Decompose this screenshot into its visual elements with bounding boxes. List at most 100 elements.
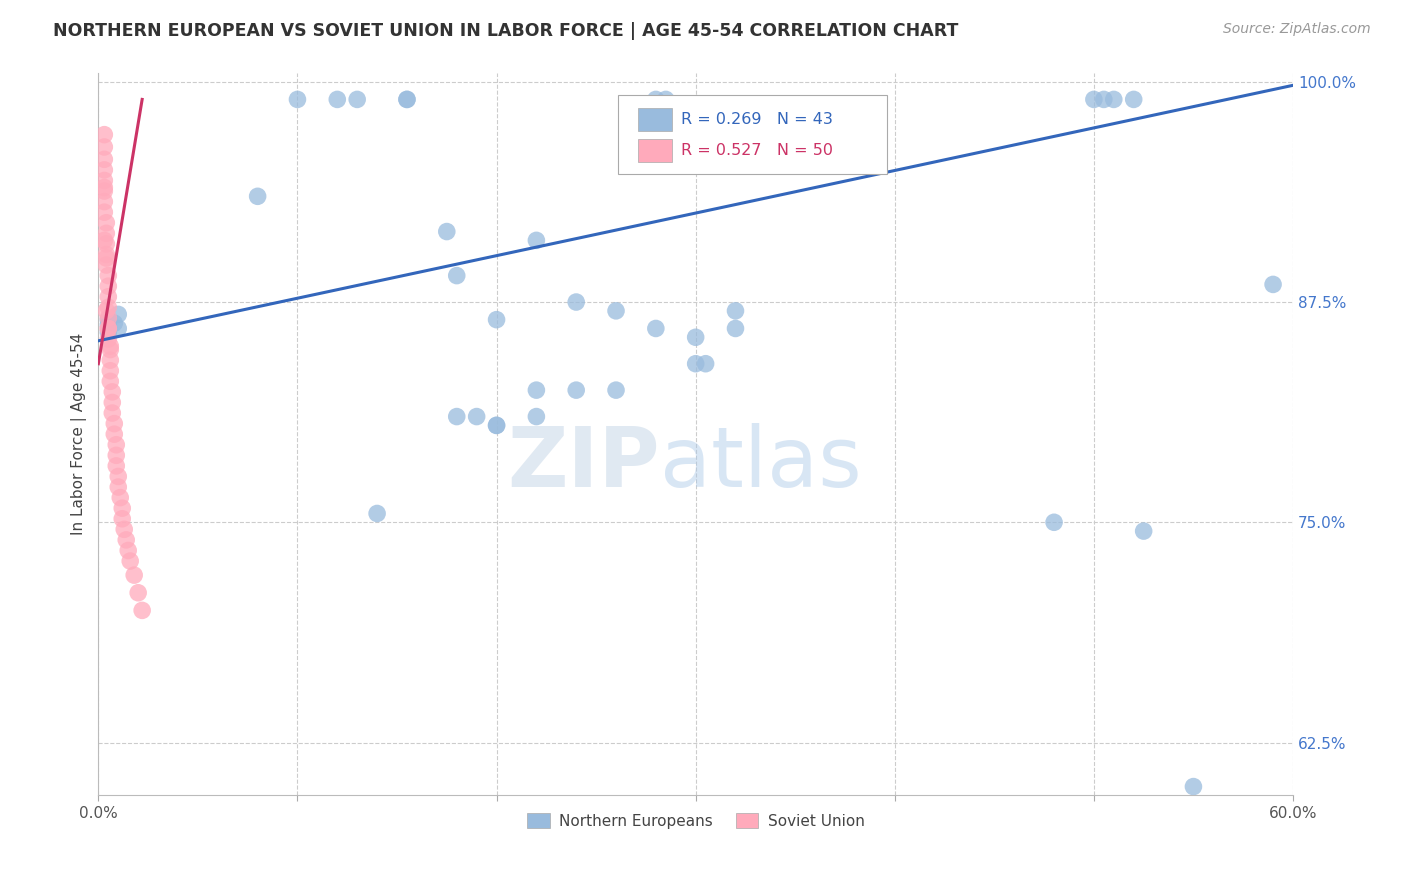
Y-axis label: In Labor Force | Age 45-54: In Labor Force | Age 45-54 [72, 333, 87, 535]
Point [1092, 92, 1115, 106]
Point [644, 92, 666, 106]
Point [655, 92, 678, 106]
Point [485, 418, 508, 433]
Bar [638, 139, 672, 161]
Point [685, 330, 707, 344]
Point [446, 268, 468, 283]
Point [101, 406, 124, 420]
Point [246, 189, 269, 203]
Point [98, 343, 121, 357]
Point [97, 321, 120, 335]
FancyBboxPatch shape [619, 95, 887, 174]
Bar [638, 108, 672, 131]
Point [326, 92, 349, 106]
Point [115, 533, 138, 547]
Point [131, 603, 153, 617]
Point [117, 543, 139, 558]
Point [120, 554, 142, 568]
Point [105, 438, 128, 452]
Point [605, 383, 627, 397]
Point [93, 194, 115, 209]
Point [98, 339, 121, 353]
Point [644, 321, 666, 335]
Point [97, 301, 120, 315]
Point [103, 417, 125, 431]
Point [1102, 92, 1125, 106]
Point [93, 180, 115, 194]
Point [105, 448, 128, 462]
Point [724, 303, 747, 318]
Point [97, 318, 120, 332]
Point [93, 162, 115, 177]
Point [107, 469, 129, 483]
Point [98, 364, 121, 378]
Point [97, 290, 120, 304]
Point [465, 409, 488, 424]
Point [127, 586, 149, 600]
Point [111, 501, 134, 516]
Point [93, 173, 115, 187]
Point [605, 303, 627, 318]
Point [97, 325, 120, 339]
Point [105, 458, 128, 473]
Point [524, 409, 547, 424]
Legend: Northern Europeans, Soviet Union: Northern Europeans, Soviet Union [520, 807, 870, 835]
Point [97, 279, 120, 293]
Point [101, 384, 124, 399]
Text: R = 0.269   N = 43: R = 0.269 N = 43 [682, 112, 834, 127]
Point [565, 383, 588, 397]
Text: ZIP: ZIP [508, 423, 659, 504]
Point [93, 140, 115, 154]
Point [287, 92, 309, 106]
Point [565, 295, 588, 310]
Point [1182, 780, 1205, 794]
Point [724, 321, 747, 335]
Point [346, 92, 368, 106]
Point [524, 233, 547, 247]
Point [96, 258, 118, 272]
Point [685, 357, 707, 371]
Point [93, 128, 115, 142]
Point [395, 92, 418, 106]
Point [395, 92, 418, 106]
Point [96, 247, 118, 261]
Point [96, 216, 118, 230]
Point [97, 310, 120, 325]
Point [122, 568, 145, 582]
Point [112, 522, 135, 536]
Point [93, 233, 115, 247]
Point [98, 353, 121, 368]
Point [97, 312, 120, 326]
Point [107, 307, 129, 321]
Point [446, 409, 468, 424]
Point [93, 153, 115, 167]
Point [110, 491, 132, 505]
Point [101, 395, 124, 409]
Point [485, 418, 508, 433]
Point [103, 316, 125, 330]
Point [96, 303, 118, 318]
Point [96, 251, 118, 265]
Point [93, 205, 115, 219]
Point [97, 268, 120, 283]
Text: Source: ZipAtlas.com: Source: ZipAtlas.com [1223, 22, 1371, 37]
Point [107, 480, 129, 494]
Point [524, 383, 547, 397]
Point [103, 427, 125, 442]
Text: atlas: atlas [659, 423, 862, 504]
Point [485, 312, 508, 326]
Point [1132, 524, 1154, 538]
Point [97, 332, 120, 346]
Point [107, 321, 129, 335]
Text: NORTHERN EUROPEAN VS SOVIET UNION IN LABOR FORCE | AGE 45-54 CORRELATION CHART: NORTHERN EUROPEAN VS SOVIET UNION IN LAB… [53, 22, 959, 40]
Point [1083, 92, 1105, 106]
Point [111, 512, 134, 526]
Point [436, 225, 458, 239]
Point [98, 374, 121, 388]
Point [1261, 277, 1284, 292]
Point [93, 184, 115, 198]
Point [97, 321, 120, 335]
Point [96, 236, 118, 251]
Point [1043, 516, 1066, 530]
Point [1122, 92, 1144, 106]
